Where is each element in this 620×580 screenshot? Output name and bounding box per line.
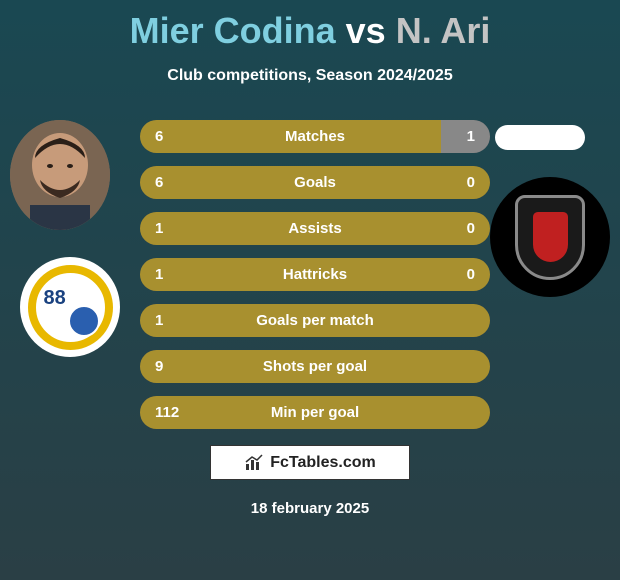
date-text: 18 february 2025 xyxy=(0,500,620,517)
stat-bar: 6Goals0 xyxy=(140,166,490,199)
player1-avatar xyxy=(10,120,110,230)
stat-label: Min per goal xyxy=(140,396,490,429)
chart-icon xyxy=(244,454,264,472)
vs-text: vs xyxy=(346,10,386,51)
player2-club-badge xyxy=(490,177,610,297)
stat-label: Matches xyxy=(140,120,490,153)
stats-bars: 6Matches16Goals01Assists01Hattricks01Goa… xyxy=(140,120,490,442)
stat-bar: 112Min per goal xyxy=(140,396,490,429)
stat-value-right: 1 xyxy=(467,120,475,153)
stat-label: Assists xyxy=(140,212,490,245)
stat-label: Hattricks xyxy=(140,258,490,291)
stat-bar: 9Shots per goal xyxy=(140,350,490,383)
stat-bar: 1Hattricks0 xyxy=(140,258,490,291)
ball-icon xyxy=(68,305,100,337)
comparison-title: Mier Codina vs N. Ari xyxy=(0,0,620,52)
stat-value-right: 0 xyxy=(467,212,475,245)
stat-value-right: 0 xyxy=(467,166,475,199)
player2-name: N. Ari xyxy=(396,10,491,51)
stat-value-right: 0 xyxy=(467,258,475,291)
club-left-number: 88 xyxy=(44,287,66,310)
player1-name: Mier Codina xyxy=(130,10,336,51)
player2-avatar xyxy=(495,125,585,150)
stat-label: Goals xyxy=(140,166,490,199)
player1-club-badge: 88 xyxy=(20,257,120,357)
subtitle: Club competitions, Season 2024/2025 xyxy=(0,67,620,85)
logo-text: FcTables.com xyxy=(270,454,376,472)
stat-label: Shots per goal xyxy=(140,350,490,383)
stat-bar: 6Matches1 xyxy=(140,120,490,153)
stat-bar: 1Assists0 xyxy=(140,212,490,245)
fctables-logo: FcTables.com xyxy=(210,445,410,480)
stat-bar: 1Goals per match xyxy=(140,304,490,337)
stat-label: Goals per match xyxy=(140,304,490,337)
